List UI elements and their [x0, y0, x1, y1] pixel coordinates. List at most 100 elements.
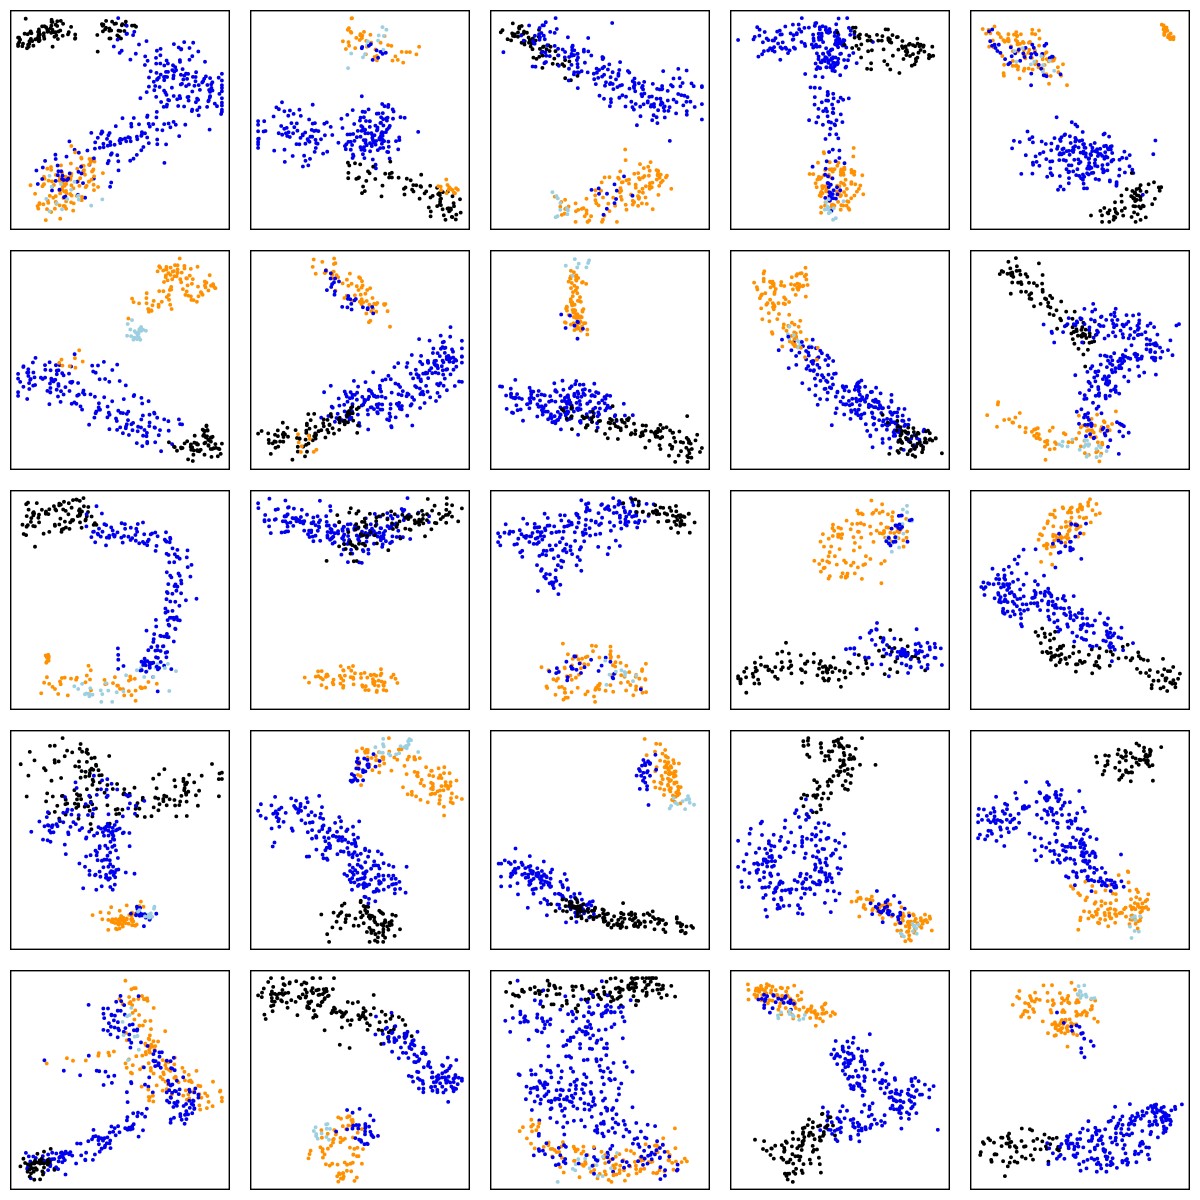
- scatter-point: [353, 46, 358, 50]
- scatter-point: [572, 48, 577, 53]
- scatter-point: [776, 348, 781, 353]
- scatter-point: [1082, 174, 1087, 179]
- scatter-point: [633, 428, 638, 433]
- scatter-point: [527, 40, 531, 45]
- scatter-point: [835, 163, 840, 168]
- scatter-point: [736, 38, 740, 42]
- scatter-point: [558, 393, 563, 398]
- scatter-point: [307, 139, 312, 144]
- panel-background: [970, 10, 1190, 230]
- scatter-point: [163, 539, 168, 543]
- scatter-point: [374, 515, 379, 520]
- scatter-point: [585, 401, 590, 406]
- scatter-point: [781, 301, 786, 306]
- scatter-point: [1025, 129, 1030, 134]
- scatter-point: [182, 264, 187, 268]
- scatter-point: [330, 133, 335, 137]
- scatter-point: [1123, 348, 1128, 353]
- scatter-point: [1134, 187, 1139, 192]
- scatter-point: [888, 417, 893, 422]
- scatter-point: [190, 445, 195, 450]
- scatter-point: [305, 449, 309, 454]
- scatter-point: [332, 431, 336, 436]
- scatter-point: [904, 437, 909, 442]
- scatter-point: [928, 437, 932, 441]
- scatter-point: [1017, 411, 1022, 415]
- scatter-point: [940, 451, 944, 456]
- scatter-point: [547, 49, 552, 53]
- scatter-point: [327, 422, 332, 427]
- scatter-point: [1136, 364, 1140, 369]
- scatter-point: [820, 75, 825, 79]
- scatter-point: [828, 126, 833, 131]
- scatter-point: [1085, 438, 1089, 443]
- scatter-point: [66, 512, 71, 517]
- scatter-point: [859, 42, 864, 47]
- scatter-point: [813, 74, 818, 79]
- scatter-point: [275, 428, 280, 433]
- scatter-point: [144, 39, 149, 43]
- scatter-point: [270, 441, 275, 446]
- scatter-point: [1007, 417, 1011, 422]
- scatter-point: [1069, 120, 1074, 125]
- scatter-point: [361, 305, 365, 310]
- scatter-point: [784, 328, 789, 333]
- scatter-point: [87, 179, 91, 184]
- scatter-point: [1083, 327, 1088, 332]
- scatter-point: [64, 525, 68, 530]
- scatter-point: [596, 410, 601, 415]
- scatter-point: [558, 207, 563, 212]
- scatter-point: [577, 382, 582, 387]
- scatter-point: [908, 440, 913, 445]
- scatter-point: [1078, 150, 1083, 155]
- scatter-point: [58, 216, 63, 221]
- scatter-point: [350, 16, 354, 20]
- scatter-point: [61, 392, 66, 397]
- scatter-point: [439, 188, 443, 193]
- scatter-point: [661, 426, 665, 430]
- scatter-point: [637, 176, 641, 180]
- scatter-point: [845, 187, 849, 191]
- scatter-point: [354, 284, 359, 289]
- scatter-point: [623, 413, 627, 418]
- scatter-point: [150, 303, 155, 308]
- scatter-point: [381, 688, 386, 692]
- scatter-point: [205, 83, 210, 87]
- scatter-point: [761, 40, 765, 45]
- scatter-point: [263, 513, 268, 517]
- scatter-point: [842, 190, 846, 195]
- scatter-point: [399, 407, 404, 412]
- scatter-point: [556, 53, 561, 58]
- scatter-point: [790, 320, 794, 325]
- scatter-point: [589, 188, 594, 192]
- scatter-point: [373, 177, 378, 181]
- scatter-point: [313, 523, 318, 528]
- scatter-point: [151, 637, 156, 641]
- scatter-point: [1113, 207, 1117, 211]
- scatter-point: [555, 196, 560, 201]
- scatter-point: [558, 513, 563, 517]
- scatter-point: [72, 179, 77, 184]
- scatter-point: [313, 121, 317, 125]
- scatter-point: [364, 179, 369, 183]
- scatter-point: [1100, 442, 1105, 447]
- scatter-point: [525, 402, 529, 407]
- scatter-point: [433, 521, 437, 525]
- scatter-point: [540, 23, 545, 28]
- scatter-point: [445, 388, 449, 393]
- scatter-point: [133, 688, 138, 693]
- scatter-point: [1101, 324, 1106, 328]
- scatter-point: [395, 514, 400, 519]
- scatter-point: [1058, 72, 1063, 77]
- panel-frame: [970, 10, 1190, 230]
- scatter-point: [558, 540, 562, 545]
- scatter-point: [47, 682, 52, 686]
- scatter-point: [1074, 319, 1079, 324]
- scatter-point: [91, 182, 96, 187]
- scatter-point: [322, 390, 326, 395]
- scatter-point: [542, 511, 547, 516]
- scatter-point: [875, 33, 879, 37]
- scatter-point: [75, 393, 80, 398]
- scatter-point: [40, 184, 45, 189]
- scatter-point: [365, 288, 370, 292]
